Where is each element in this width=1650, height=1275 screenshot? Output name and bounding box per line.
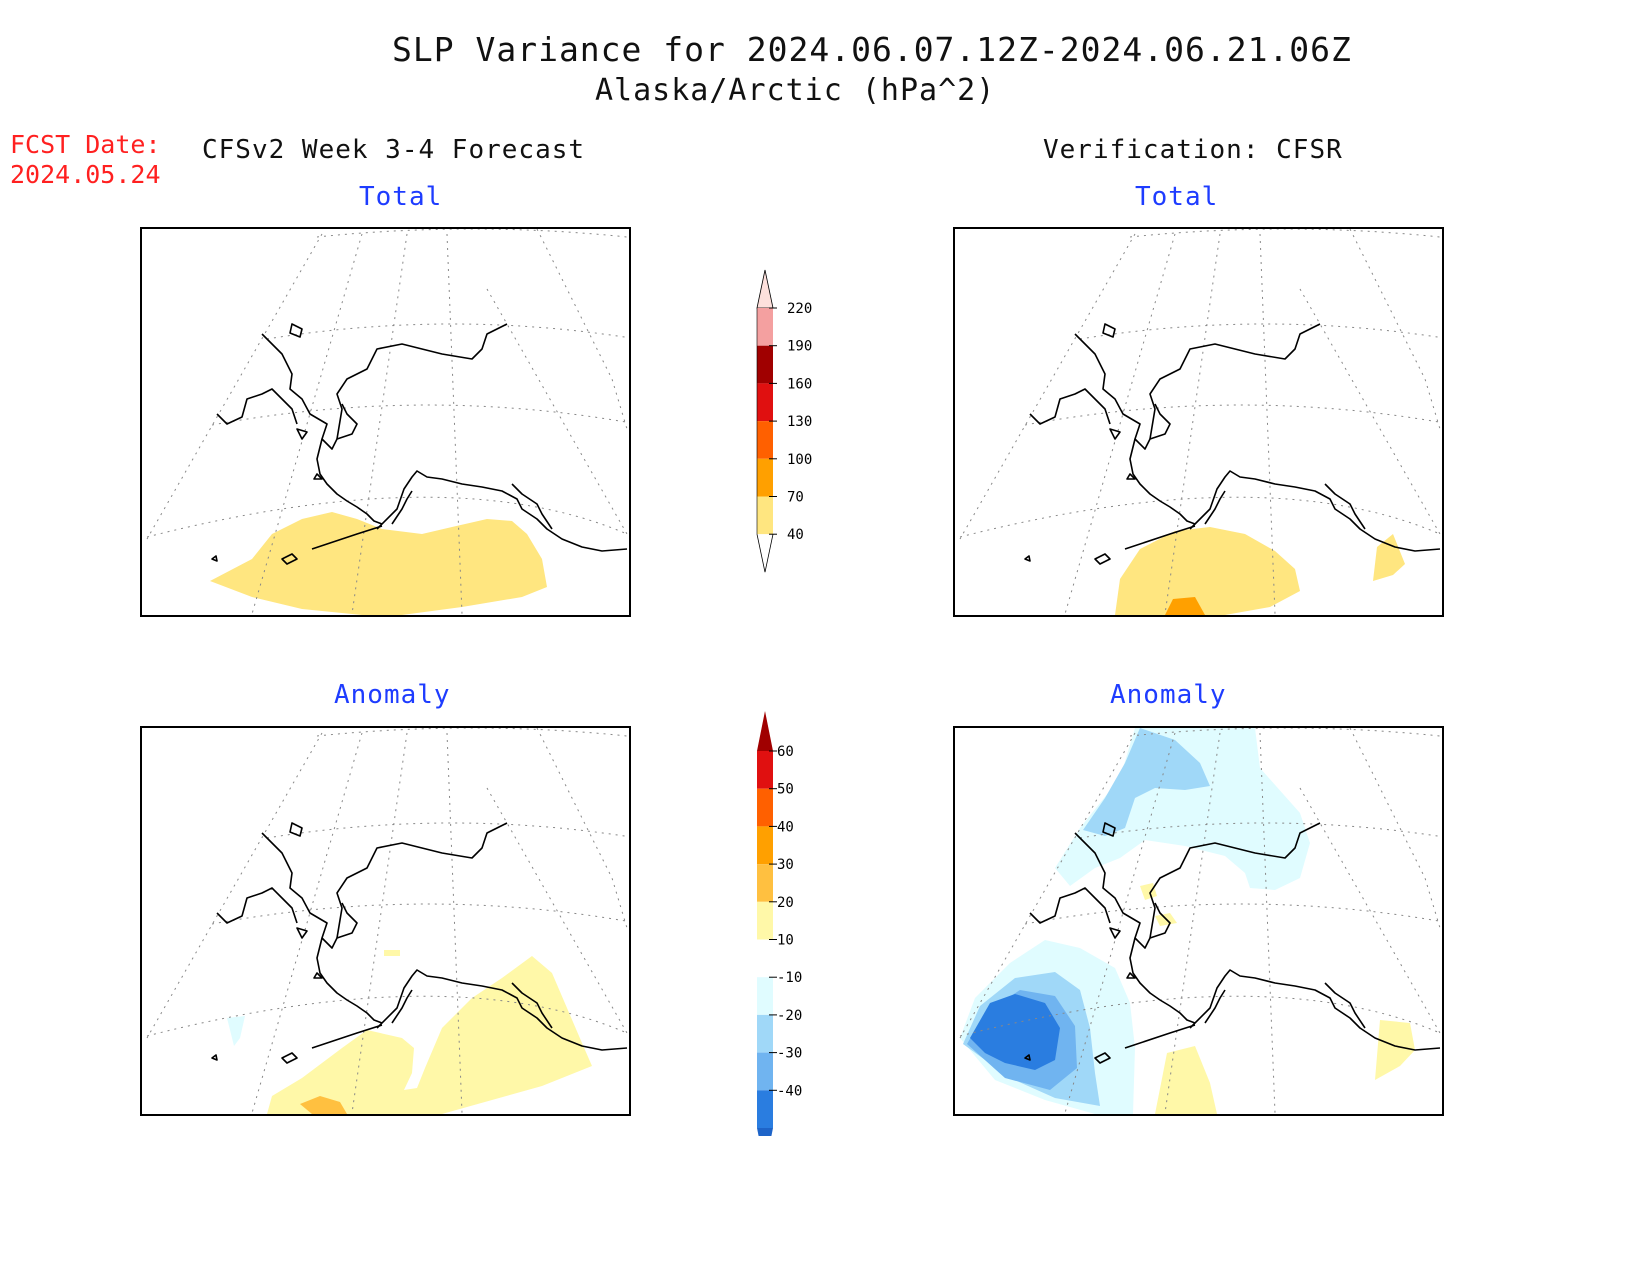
forecast-total-fill-40-70: [210, 512, 547, 615]
forecast-total-title: Total: [359, 182, 443, 212]
colorbar-total-bottom-arrow: [756, 534, 774, 573]
colorbar-total-label: 40: [787, 527, 804, 543]
forecast-anomaly-map: [140, 726, 631, 1116]
forecast-anomaly-fill-10-20: [267, 956, 592, 1114]
colorbar-total-label: 130: [787, 414, 812, 430]
colorbar-total-top-arrow: [756, 269, 774, 309]
verification-total-title: Total: [1135, 182, 1219, 212]
verification-total-fill-70-100: [1165, 597, 1205, 615]
verification-anomaly-fill-neg10-20-north: [1055, 728, 1310, 890]
colorbar-total-box: [757, 421, 773, 459]
colorbar-anomaly-label: -30: [777, 1046, 802, 1062]
colorbar-anomaly-box: [757, 1052, 773, 1091]
forecast-anomaly-fill-10-20-small: [384, 950, 400, 956]
colorbar-anomaly-box: [757, 788, 773, 827]
colorbar-anomaly-box: [757, 826, 773, 865]
colorbar-anomaly-label: -10: [777, 970, 802, 986]
verification-anomaly-fill-10-20-east: [1375, 1020, 1415, 1080]
colorbar-anomaly: 60 50 40 30 20 10 -10 -20 -30 -40: [757, 711, 802, 1136]
colorbar-total-label: 100: [787, 452, 812, 468]
verification-anomaly-map: [953, 726, 1444, 1116]
forecast-anomaly-map-svg: [146, 728, 629, 1114]
verification-total-fill-40-70-east: [1373, 534, 1405, 581]
colorbar-anomaly-top-arrow: [757, 711, 773, 751]
forecast-anomaly-fill-neg10-20: [227, 1016, 245, 1046]
verification-anomaly-fill-neg20-30-north: [1083, 728, 1210, 836]
colorbar-anomaly-label: -20: [777, 1008, 802, 1024]
chart-title: SLP Variance for 2024.06.07.12Z-2024.06.…: [392, 30, 1352, 69]
colorbar-anomaly-box: [757, 901, 773, 940]
colorbar-total-box: [757, 458, 773, 497]
verification-anomaly-title: Anomaly: [1110, 680, 1227, 710]
verification-total-fill-40-70: [1115, 527, 1300, 615]
verification-total-map: [953, 227, 1444, 617]
colorbar-total-box: [757, 383, 773, 422]
forecast-anomaly-fill-20-30: [300, 1096, 347, 1114]
colorbar-anomaly-label: 40: [777, 819, 794, 835]
fcst-date-label: FCST Date:: [10, 130, 161, 159]
fcst-date-value: 2024.05.24: [10, 160, 161, 189]
forecast-total-map-svg: [146, 229, 629, 615]
colorbar-anomaly-box: [757, 864, 773, 902]
verification-anomaly-fill-10-20-spot-a: [1140, 883, 1157, 900]
verification-anomaly-fill-neg40: [970, 994, 1060, 1070]
colorbar-anomaly-label: 50: [777, 782, 794, 798]
verification-heading: Verification: CFSR: [1043, 135, 1343, 165]
verification-anomaly-fill-10-20-south: [1155, 1046, 1217, 1114]
colorbar-total-box: [757, 345, 773, 384]
forecast-anomaly-title: Anomaly: [334, 680, 451, 710]
colorbar-total-box: [757, 308, 773, 346]
colorbar-anomaly-label: 60: [777, 744, 794, 760]
chart-subtitle: Alaska/Arctic (hPa^2): [595, 73, 996, 108]
colorbar-anomaly-label: 10: [777, 933, 794, 949]
colorbar-anomaly-box: [757, 751, 773, 789]
colorbar-total-label: 70: [787, 490, 804, 506]
colorbar-total-box: [757, 496, 773, 535]
colorbar-anomaly-bottom-arrow: [757, 1128, 773, 1136]
colorbar-total-label: 160: [787, 376, 812, 392]
colorbar-total: 220 190 160 130 100 70 40: [756, 269, 812, 573]
verification-total-map-svg: [959, 229, 1442, 615]
colorbar-total-label: 190: [787, 339, 812, 355]
colorbar-anomaly-box: [757, 1090, 773, 1128]
colorbar-anomaly-box: [757, 939, 773, 978]
colorbar-anomaly-label: 20: [777, 895, 794, 911]
forecast-total-map: [140, 227, 631, 617]
forecast-heading: CFSv2 Week 3-4 Forecast: [202, 135, 586, 165]
colorbar-anomaly-box: [757, 977, 773, 1015]
colorbar-anomaly-label: 30: [777, 857, 794, 873]
verification-anomaly-map-svg: [959, 728, 1442, 1114]
colorbar-anomaly-box: [757, 1014, 773, 1053]
colorbar-total-label: 220: [787, 301, 812, 317]
colorbar-anomaly-label: -40: [777, 1083, 802, 1099]
